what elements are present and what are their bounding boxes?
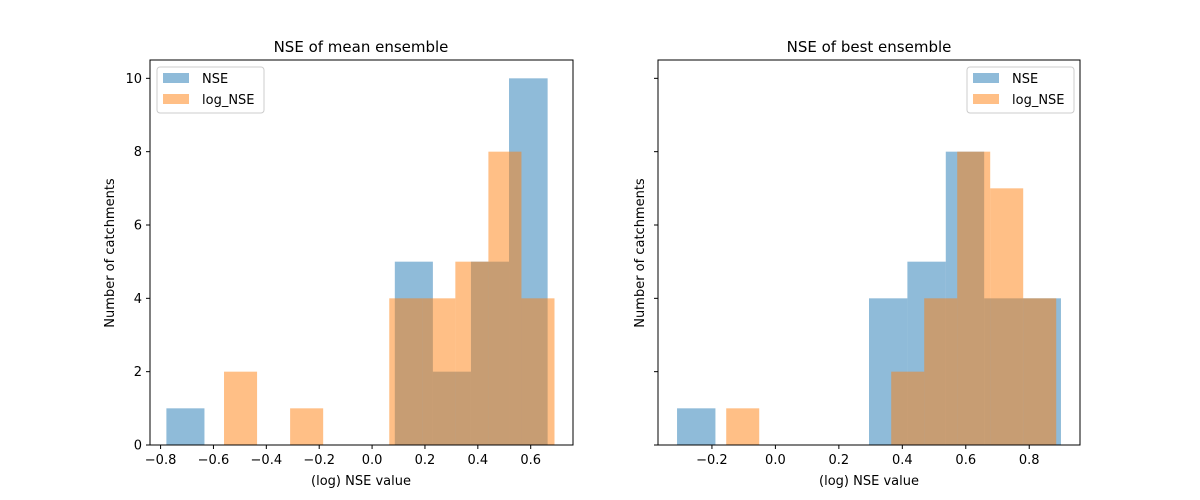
bar-log-nse-7	[957, 151, 991, 446]
plot-frame	[149, 59, 574, 446]
legend: NSE log_NSE	[156, 66, 265, 114]
x-tick-label: 0.2	[829, 453, 850, 468]
y-axis-label: Number of catchments	[103, 178, 118, 328]
y-tick-label: 2	[134, 365, 142, 380]
x-tick-label: −0.6	[198, 453, 230, 468]
bar-log-nse-5	[891, 371, 925, 445]
legend-label-nse: NSE	[1012, 72, 1038, 87]
bar-log-nse-9	[521, 298, 555, 445]
y-tick-label: 8	[134, 145, 142, 160]
bar-log-nse-0	[224, 371, 258, 445]
bars-group	[677, 151, 1061, 446]
legend-swatch-nse	[973, 73, 999, 83]
bar-nse-0	[166, 408, 205, 445]
legend-label-log-nse: log_NSE	[1012, 93, 1065, 108]
x-axis-label: (log) NSE value	[819, 474, 919, 489]
legend-label-nse: NSE	[202, 72, 228, 87]
bar-log-nse-8	[990, 188, 1024, 445]
bars-group	[166, 78, 555, 446]
bar-log-nse-8	[488, 151, 522, 446]
chart-title: NSE of mean ensemble	[274, 38, 449, 56]
x-tick-label: −0.8	[145, 453, 177, 468]
bar-log-nse-6	[422, 298, 456, 445]
legend-label-log-nse: log_NSE	[202, 93, 255, 108]
bar-log-nse-6	[924, 298, 958, 445]
y-tick-label: 6	[134, 219, 142, 234]
x-axis-label: (log) NSE value	[311, 474, 411, 489]
x-tick-label: 0.0	[765, 453, 786, 468]
y-tick-label: 4	[134, 292, 142, 307]
y-tick-label: 0	[134, 439, 142, 454]
y-tick-label: 10	[125, 72, 142, 87]
chart-title: NSE of best ensemble	[787, 38, 952, 56]
bar-log-nse-7	[455, 261, 489, 445]
bar-log-nse-5	[389, 298, 423, 445]
x-tick-label: 0.6	[955, 453, 976, 468]
x-ticks: −0.2 0.0 0.2 0.4 0.6 0.8	[696, 445, 1040, 468]
x-tick-label: 0.4	[467, 453, 488, 468]
legend-swatch-log-nse	[163, 94, 189, 104]
x-tick-label: 0.0	[362, 453, 383, 468]
y-ticks	[654, 77, 658, 446]
bar-log-nse-2	[290, 408, 324, 445]
legend: NSE log_NSE	[966, 66, 1075, 114]
bar-log-nse-0	[726, 408, 760, 445]
plot-frame	[657, 59, 1081, 446]
x-tick-label: −0.4	[251, 453, 283, 468]
y-ticks: 0 2 4 6 8 10	[125, 72, 150, 454]
x-tick-label: −0.2	[696, 453, 728, 468]
legend-swatch-nse	[163, 73, 189, 83]
y-axis-label: Number of catchments	[633, 178, 648, 328]
x-ticks: −0.8 −0.6 −0.4 −0.2 0.0 0.2 0.4 0.6	[145, 445, 541, 468]
legend-swatch-log-nse	[973, 94, 999, 104]
bar-log-nse-9	[1023, 298, 1057, 445]
bar-nse-0	[677, 408, 716, 445]
x-tick-label: 0.6	[520, 453, 541, 468]
x-tick-label: 0.2	[415, 453, 436, 468]
x-tick-label: −0.2	[303, 453, 335, 468]
x-tick-label: 0.4	[892, 453, 913, 468]
panel-best-ensemble: NSE of best ensemble (log) NSE value Num…	[633, 38, 1081, 489]
panel-mean-ensemble: NSE of mean ensemble (log) NSE value Num…	[103, 38, 574, 489]
x-tick-label: 0.8	[1019, 453, 1040, 468]
